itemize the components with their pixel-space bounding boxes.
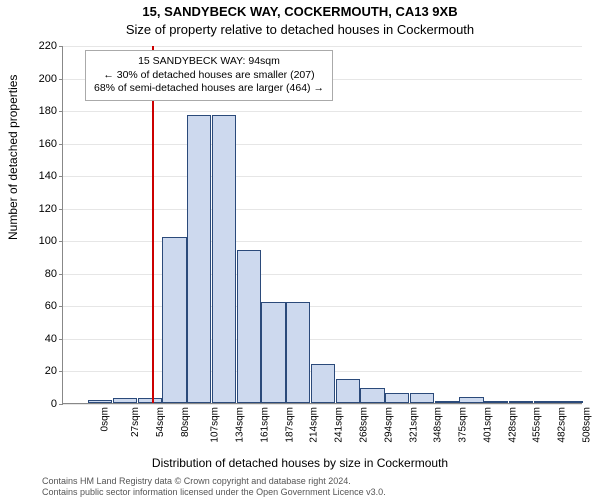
histogram-bar: [336, 379, 360, 403]
y-tick-label: 80: [45, 268, 57, 280]
x-tick-label: 375sqm: [458, 407, 469, 443]
y-tick-label: 140: [39, 170, 57, 182]
y-tick-mark: [59, 176, 63, 177]
y-tick-label: 120: [39, 203, 57, 215]
gridline: [63, 404, 582, 405]
x-tick-label: 27sqm: [130, 407, 141, 437]
x-tick-label: 241sqm: [334, 407, 345, 443]
x-tick-label: 294sqm: [383, 407, 394, 443]
y-tick-label: 40: [45, 333, 57, 345]
gridline: [63, 46, 582, 47]
annotation-box: 15 SANDYBECK WAY: 94sqm ← 30% of detache…: [85, 50, 333, 101]
x-tick-label: 455sqm: [532, 407, 543, 443]
gridline: [63, 144, 582, 145]
chart-container: 15, SANDYBECK WAY, COCKERMOUTH, CA13 9XB…: [0, 0, 600, 500]
histogram-bar: [187, 115, 211, 403]
annotation-line-2: ← 30% of detached houses are smaller (20…: [94, 69, 324, 83]
x-tick-label: 187sqm: [284, 407, 295, 443]
y-tick-label: 180: [39, 105, 57, 117]
x-tick-label: 161sqm: [260, 407, 271, 443]
y-tick-mark: [59, 46, 63, 47]
x-tick-label: 482sqm: [557, 407, 568, 443]
x-tick-label: 107sqm: [210, 407, 221, 443]
x-tick-label: 54sqm: [155, 407, 166, 437]
histogram-bar: [113, 398, 137, 403]
y-tick-mark: [59, 111, 63, 112]
y-tick-label: 160: [39, 138, 57, 150]
y-tick-mark: [59, 274, 63, 275]
histogram-bar: [509, 401, 533, 403]
y-tick-mark: [59, 339, 63, 340]
title-sub: Size of property relative to detached ho…: [0, 22, 600, 37]
gridline: [63, 306, 582, 307]
histogram-bar: [534, 401, 558, 403]
gridline: [63, 111, 582, 112]
histogram-bar: [212, 115, 236, 403]
x-axis-label: Distribution of detached houses by size …: [0, 456, 600, 470]
x-tick-label: 321sqm: [408, 407, 419, 443]
histogram-bar: [360, 388, 384, 403]
x-tick-label: 134sqm: [235, 407, 246, 443]
y-tick-mark: [59, 241, 63, 242]
histogram-bar: [558, 401, 582, 403]
histogram-bar: [138, 398, 162, 403]
y-tick-mark: [59, 144, 63, 145]
gridline: [63, 274, 582, 275]
y-tick-mark: [59, 209, 63, 210]
title-main: 15, SANDYBECK WAY, COCKERMOUTH, CA13 9XB: [0, 4, 600, 19]
y-tick-mark: [59, 79, 63, 80]
x-tick-label: 80sqm: [180, 407, 191, 437]
histogram-bar: [484, 401, 508, 403]
annotation-line-1: 15 SANDYBECK WAY: 94sqm: [94, 55, 324, 69]
gridline: [63, 339, 582, 340]
histogram-bar: [237, 250, 261, 403]
gridline: [63, 241, 582, 242]
x-tick-label: 428sqm: [507, 407, 518, 443]
histogram-bar: [162, 237, 186, 403]
histogram-bar: [88, 400, 112, 403]
histogram-bar: [459, 397, 483, 404]
footer-line-1: Contains HM Land Registry data © Crown c…: [42, 476, 600, 487]
y-tick-label: 200: [39, 73, 57, 85]
y-tick-label: 60: [45, 300, 57, 312]
x-tick-label: 508sqm: [581, 407, 592, 443]
y-tick-mark: [59, 371, 63, 372]
histogram-bar: [261, 302, 285, 403]
gridline: [63, 209, 582, 210]
y-tick-mark: [59, 404, 63, 405]
x-tick-label: 0sqm: [100, 407, 111, 431]
plot-area: 0204060801001201401601802002200sqm27sqm5…: [62, 46, 582, 404]
y-tick-label: 0: [51, 398, 57, 410]
y-tick-label: 100: [39, 235, 57, 247]
histogram-bar: [410, 393, 434, 403]
y-axis-label: Number of detached properties: [6, 75, 20, 240]
histogram-bar: [286, 302, 310, 403]
histogram-bar: [385, 393, 409, 403]
histogram-bar: [435, 401, 459, 403]
y-tick-mark: [59, 306, 63, 307]
x-tick-label: 268sqm: [359, 407, 370, 443]
footer-line-2: Contains public sector information licen…: [42, 487, 600, 498]
x-tick-label: 401sqm: [482, 407, 493, 443]
gridline: [63, 176, 582, 177]
y-tick-label: 20: [45, 365, 57, 377]
x-tick-label: 348sqm: [433, 407, 444, 443]
annotation-line-3: 68% of semi-detached houses are larger (…: [94, 82, 324, 96]
x-tick-label: 214sqm: [309, 407, 320, 443]
footer: Contains HM Land Registry data © Crown c…: [0, 476, 600, 498]
histogram-bar: [311, 364, 335, 403]
y-tick-label: 220: [39, 40, 57, 52]
